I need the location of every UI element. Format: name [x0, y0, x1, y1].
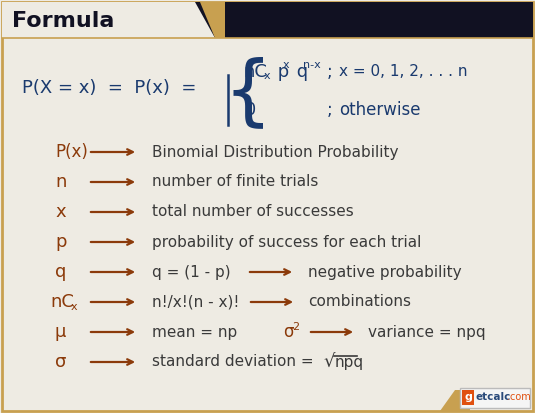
Text: n: n [55, 173, 66, 191]
FancyBboxPatch shape [460, 388, 530, 408]
Text: ;: ; [327, 101, 333, 119]
Text: σ: σ [55, 353, 66, 371]
Text: total number of successes: total number of successes [152, 204, 354, 219]
Text: variance = npq: variance = npq [368, 325, 486, 339]
Text: q: q [291, 63, 308, 81]
Text: npq: npq [335, 354, 364, 370]
Text: combinations: combinations [308, 294, 411, 309]
Polygon shape [200, 2, 225, 38]
FancyBboxPatch shape [2, 2, 533, 38]
Text: x: x [71, 302, 78, 312]
Text: number of finite trials: number of finite trials [152, 175, 318, 190]
Text: x = 0, 1, 2, . . . n: x = 0, 1, 2, . . . n [339, 64, 468, 79]
Text: P(x): P(x) [55, 143, 88, 161]
Text: p: p [272, 63, 289, 81]
Text: x: x [55, 203, 66, 221]
Text: x: x [283, 60, 289, 70]
Text: q: q [55, 263, 66, 281]
Text: Formula: Formula [12, 11, 114, 31]
Text: .com: .com [507, 392, 531, 403]
Text: $\{$: $\{$ [223, 55, 264, 131]
Text: etcalc: etcalc [476, 392, 511, 403]
Text: σ: σ [283, 323, 294, 341]
Text: √: √ [323, 353, 334, 371]
Polygon shape [440, 390, 470, 411]
Text: mean = np: mean = np [152, 325, 237, 339]
Text: x: x [264, 71, 271, 81]
FancyBboxPatch shape [462, 390, 474, 405]
Text: P(X = x)  =  P(x)  =: P(X = x) = P(x) = [22, 79, 196, 97]
Polygon shape [2, 2, 215, 38]
Text: g: g [464, 392, 472, 403]
Text: ;: ; [327, 63, 333, 81]
Text: Binomial Distribution Probability: Binomial Distribution Probability [152, 145, 399, 159]
Text: p: p [55, 233, 66, 251]
Text: standard deviation =: standard deviation = [152, 354, 318, 370]
Text: negative probability: negative probability [308, 264, 462, 280]
Text: q = (1 - p): q = (1 - p) [152, 264, 231, 280]
Text: nC: nC [50, 293, 74, 311]
Text: 0: 0 [245, 101, 256, 119]
Text: probability of success for each trial: probability of success for each trial [152, 235, 422, 249]
Text: otherwise: otherwise [339, 101, 421, 119]
Text: n!/x!(n - x)!: n!/x!(n - x)! [152, 294, 239, 309]
Text: nC: nC [243, 63, 267, 81]
Text: 2: 2 [292, 322, 299, 332]
Text: n-x: n-x [303, 60, 321, 70]
Text: μ: μ [55, 323, 66, 341]
